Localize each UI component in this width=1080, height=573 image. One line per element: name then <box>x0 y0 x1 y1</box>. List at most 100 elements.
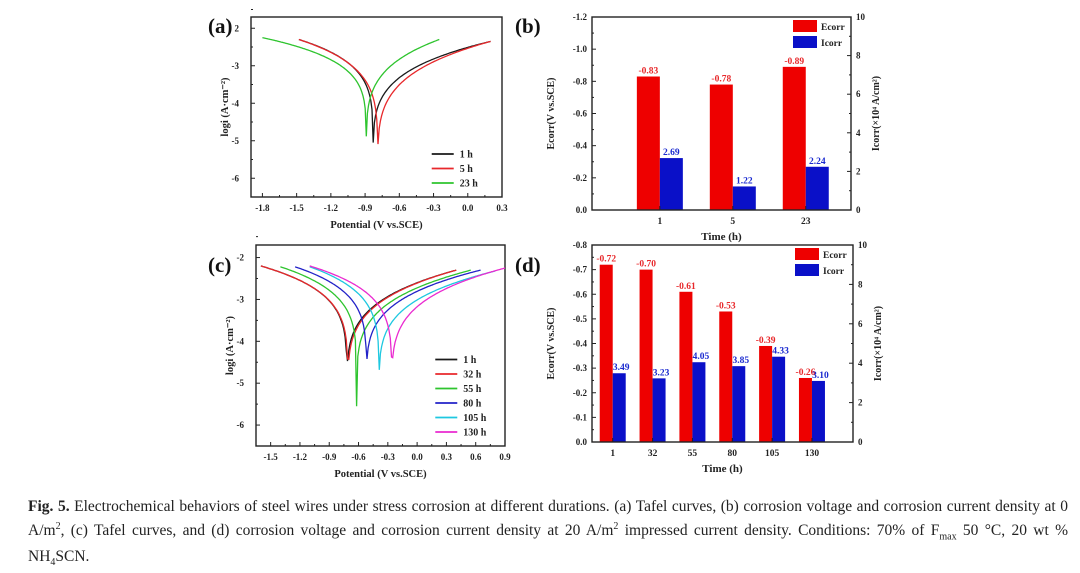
bar-icorr <box>772 356 786 442</box>
legend-label-icorr: Icorr <box>821 39 843 49</box>
x-tick-label: -1.8 <box>255 203 270 213</box>
bar-ecorr <box>709 84 733 210</box>
data-label-ecorr: -0.72 <box>596 255 616 265</box>
x-tick-label: 0.3 <box>441 452 453 462</box>
x-axis-label: Time (h) <box>702 463 743 475</box>
data-label-ecorr: -0.39 <box>756 336 776 346</box>
x-tick-label: -1.5 <box>290 203 305 213</box>
data-label-icorr: 3.49 <box>613 363 630 373</box>
plot-frame <box>250 16 503 198</box>
caption-text-3: impressed current density. Conditions: 7… <box>618 522 940 540</box>
data-label-icorr: 2.69 <box>663 148 680 158</box>
x-tick-label: 1 <box>610 449 615 459</box>
x-axis-label: Potential (V vs.SCE) <box>334 469 427 480</box>
curve-32h <box>260 265 457 361</box>
x-tick-label: 0.0 <box>411 452 423 462</box>
data-label-icorr: 3.10 <box>812 371 829 381</box>
x-tick-label: 23 <box>801 217 811 227</box>
y-right-tick-label: 6 <box>858 319 863 329</box>
caption-sub-1: max <box>939 531 957 543</box>
y-tick-label: -6 <box>237 420 245 430</box>
y-right-tick-label: 0 <box>856 205 861 215</box>
curve-5h <box>298 38 491 145</box>
panel-c-tafel-20am2: (c) -1.5 -1.2 -0.9 -0.6 -0.3 0.0 0.3 0.6 0.9 -2 -3 -… <box>208 236 511 480</box>
legend-swatch-icorr <box>793 36 817 48</box>
panel-label: (d) <box>515 253 541 277</box>
figure-caption: Fig. 5. Electrochemical behaviors of ste… <box>28 497 1068 573</box>
x-axis-label: Time (h) <box>701 231 742 243</box>
caption-text-1: Electrochemical behaviors of steel wires… <box>28 498 1068 540</box>
bar-ecorr <box>636 76 660 210</box>
curve-105h <box>309 266 496 370</box>
x-tick-label: -0.9 <box>358 203 373 213</box>
caption-fig-label: Fig. 5. <box>28 498 70 515</box>
legend-label: 23 h <box>460 179 479 190</box>
y-left-tick-label: -0.2 <box>573 173 588 183</box>
y-tick-label: -6 <box>232 173 240 183</box>
x-tick-label: 1 <box>657 217 662 227</box>
legend-label: 105 h <box>463 413 487 424</box>
panel-label: (a) <box>208 14 233 38</box>
panel-label: (b) <box>515 14 541 38</box>
bar-icorr <box>805 166 829 210</box>
x-tick-label: -0.9 <box>322 452 337 462</box>
y-left-tick-label: -0.8 <box>573 240 588 250</box>
x-tick-label: -0.6 <box>392 203 407 213</box>
bar-ecorr <box>798 377 812 442</box>
x-tick-label: -0.3 <box>426 203 441 213</box>
legend-label-ecorr: Ecorr <box>821 23 846 33</box>
y-left-tick-label: -1.0 <box>573 44 588 54</box>
legend-swatch-ecorr <box>795 248 819 260</box>
legend-label: 55 h <box>463 384 482 395</box>
data-label-icorr: 4.05 <box>693 352 710 362</box>
x-axis-label: Potential (V vs.SCE) <box>330 220 423 231</box>
x-tick-label: -0.3 <box>381 452 396 462</box>
data-label-ecorr: -0.83 <box>638 67 658 77</box>
plot-frame <box>255 244 506 447</box>
bar-ecorr <box>639 269 653 442</box>
data-label-icorr: 3.85 <box>732 356 749 366</box>
data-label-ecorr: -0.26 <box>796 368 816 378</box>
caption-text-4: 50 °C, 20 wt % NH <box>28 522 1069 566</box>
bar-icorr <box>692 362 706 442</box>
data-label-icorr: 1.22 <box>736 176 753 186</box>
y-left-tick-label: -1.2 <box>573 12 588 22</box>
x-tick-label: 130 <box>805 449 820 459</box>
y-right-tick-label: 2 <box>856 166 861 176</box>
y-right-tick-label: 8 <box>856 51 861 61</box>
y-right-tick-label: 0 <box>858 437 863 447</box>
x-tick-label: 55 <box>688 449 698 459</box>
x-tick-label: -1.2 <box>324 203 339 213</box>
panel-d-bar-20am2: (d) -0.723.491-0.703.2332-0.614.0555-0.53… <box>515 240 884 475</box>
bar-icorr <box>612 373 626 442</box>
bar-icorr <box>732 366 746 442</box>
data-label-icorr: 3.23 <box>653 368 670 378</box>
y-right-tick-label: 10 <box>856 12 866 22</box>
x-tick-label: 0.3 <box>496 203 508 213</box>
y-left-tick-label: -0.8 <box>573 76 588 86</box>
data-label-ecorr: -0.61 <box>676 282 696 292</box>
bar-icorr <box>811 380 825 442</box>
curve-130h <box>309 265 506 359</box>
legend-label-ecorr: Ecorr <box>823 251 848 261</box>
bar-icorr <box>732 186 756 210</box>
y-tick-label: -4 <box>237 336 245 346</box>
x-tick-label: 80 <box>728 449 738 459</box>
y-right-tick-label: 2 <box>858 398 863 408</box>
y-tick-label: -3 <box>232 61 240 71</box>
caption-sup-2: 2 <box>613 521 619 532</box>
y-left-tick-label: -0.6 <box>573 289 588 299</box>
y-tick-label: -5 <box>232 136 240 146</box>
caption-text-2: , (c) Tafel curves, and (d) corrosion vo… <box>60 522 614 540</box>
y-right-axis-label: Icorr(×10⁴ A/cm²) <box>871 76 882 151</box>
y-left-tick-label: -0.7 <box>573 265 588 275</box>
y-tick-label: 2 <box>235 23 240 33</box>
y-left-axis-label: Ecorr(V vs.SCE) <box>546 77 557 149</box>
curve-23h <box>262 36 440 137</box>
y-left-tick-label: -0.4 <box>573 339 588 349</box>
x-tick-label: 0.6 <box>470 452 482 462</box>
panel-label: (c) <box>208 253 231 277</box>
x-tick-label: 0.0 <box>462 203 474 213</box>
legend-label: 1 h <box>460 150 474 161</box>
bar-ecorr <box>719 311 733 442</box>
